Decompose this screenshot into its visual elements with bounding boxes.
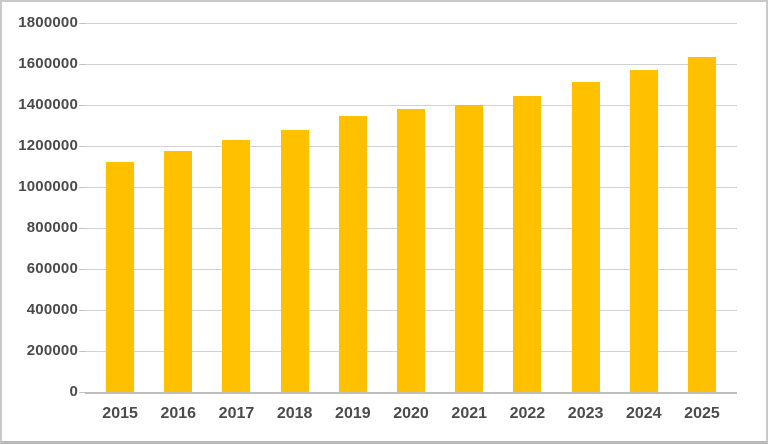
x-axis: 2015 2016 2017 2018 2019 2020 2021 2022 2023 2024… [91,403,731,425]
bar-2025 [687,56,716,392]
bars-layer [91,23,731,392]
bar-2021 [455,105,484,392]
y-axis-tick-label: 400000 [26,301,78,318]
bar-2022 [513,95,542,392]
bar-2019 [338,116,367,392]
x-axis-line [85,392,737,394]
x-axis-tick-label-2025: 2025 [684,405,720,422]
x-axis-tick-label-2018: 2018 [276,405,313,422]
bar-cell [91,23,149,392]
bar-cell [382,23,440,392]
gridline-horizontal [85,23,737,24]
y-axis-tick [79,187,86,188]
bar-2015 [106,162,135,392]
y-axis-tick [79,310,86,311]
y-axis-tick-label: 0 [69,383,78,400]
bar-cell [324,23,382,392]
x-axis-tick-label-2022: 2022 [509,405,546,422]
x-axis-tick-label-2019: 2019 [335,405,371,422]
y-axis-tick [79,269,86,270]
gridline-horizontal [85,105,737,106]
y-axis-tick-label: 1600000 [18,55,78,72]
bar-cell [557,23,615,392]
x-axis-tick-label-2016: 2016 [160,405,197,422]
y-axis-tick [79,105,86,106]
bar-2023 [571,82,600,392]
y-axis-tick-label: 200000 [26,342,78,359]
bar-cell [615,23,673,392]
x-axis-tick-label-2015: 2015 [102,405,138,422]
x-axis-tick-label-2023: 2023 [567,405,604,422]
y-axis-tick [79,228,86,229]
y-axis-tick-label: 1200000 [18,137,78,154]
bar-cell [673,23,731,392]
y-axis-tick [79,64,86,65]
y-axis-tick-label: 600000 [26,260,78,277]
bar-cell [440,23,498,392]
x-axis-tick-label-2017: 2017 [218,405,255,422]
bar-cell [149,23,207,392]
bar-2024 [629,70,658,392]
y-axis-tick [79,23,86,24]
y-axis-tick [79,392,86,393]
x-axis-tick-label-2020: 2020 [393,405,429,422]
bar-cell [207,23,265,392]
x-axis-tick-label-2024: 2024 [625,405,662,422]
y-axis-tick-label: 1000000 [18,178,78,195]
y-axis-tick [79,351,86,352]
y-axis-tick-label: 1800000 [18,14,78,31]
bar-cell [266,23,324,392]
bar-2016 [164,151,193,392]
x-axis-tick-label-2021: 2021 [451,405,488,422]
y-axis-tick-label: 800000 [26,219,78,236]
bar-2020 [397,109,426,392]
y-axis-tick-label: 1400000 [18,96,78,113]
bar-2018 [280,129,309,392]
bar-2017 [222,139,251,392]
bar-cell [498,23,556,392]
y-axis-tick [79,146,86,147]
gridline-horizontal [85,64,737,65]
